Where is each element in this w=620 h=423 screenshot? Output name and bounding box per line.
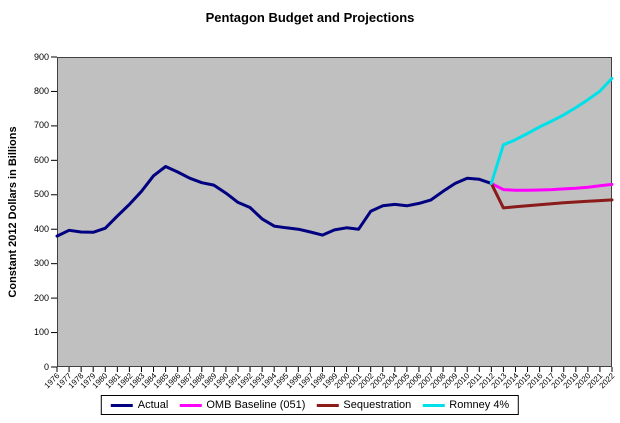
legend-item-omb-baseline: OMB Baseline (051)	[179, 399, 305, 411]
legend-label-sequestration: Sequestration	[343, 399, 412, 411]
y-axis-tick-label: 800	[33, 85, 49, 96]
legend-item-sequestration: Sequestration	[316, 399, 411, 411]
legend-swatch-actual	[110, 403, 133, 407]
y-axis-tick-label: 500	[33, 189, 49, 200]
chart-title: Pentagon Budget and Projections	[205, 10, 415, 25]
y-axis-tick-label: 200	[33, 292, 49, 303]
y-axis-tick-label: 300	[33, 258, 49, 269]
series-line-romney-4	[489, 76, 614, 185]
plot-area	[57, 57, 612, 367]
y-axis-tick-label: 700	[33, 120, 49, 131]
y-axis-tick-label: 0	[43, 361, 49, 372]
legend-item-actual: Actual	[110, 399, 169, 411]
legend-swatch-sequestration	[316, 403, 339, 407]
y-axis-tick-label: 600	[33, 154, 49, 165]
series-line-sequestration	[489, 181, 614, 210]
y-axis-tick-label: 900	[33, 51, 49, 62]
legend-label-actual: Actual	[137, 399, 169, 411]
y-axis-tick-label: 400	[33, 223, 49, 234]
legend: Actual OMB Baseline (051) Sequestration …	[100, 395, 520, 415]
legend-swatch-romney	[422, 403, 445, 407]
y-axis-tick-label: 100	[33, 327, 49, 338]
legend-label-omb-baseline: OMB Baseline (051)	[206, 399, 306, 411]
series-line-actual	[55, 165, 493, 238]
series-line-omb-baseline-051	[489, 181, 614, 192]
legend-item-romney: Romney 4%	[422, 399, 509, 411]
legend-label-romney: Romney 4%	[449, 399, 510, 411]
legend-swatch-omb-baseline	[179, 403, 202, 407]
